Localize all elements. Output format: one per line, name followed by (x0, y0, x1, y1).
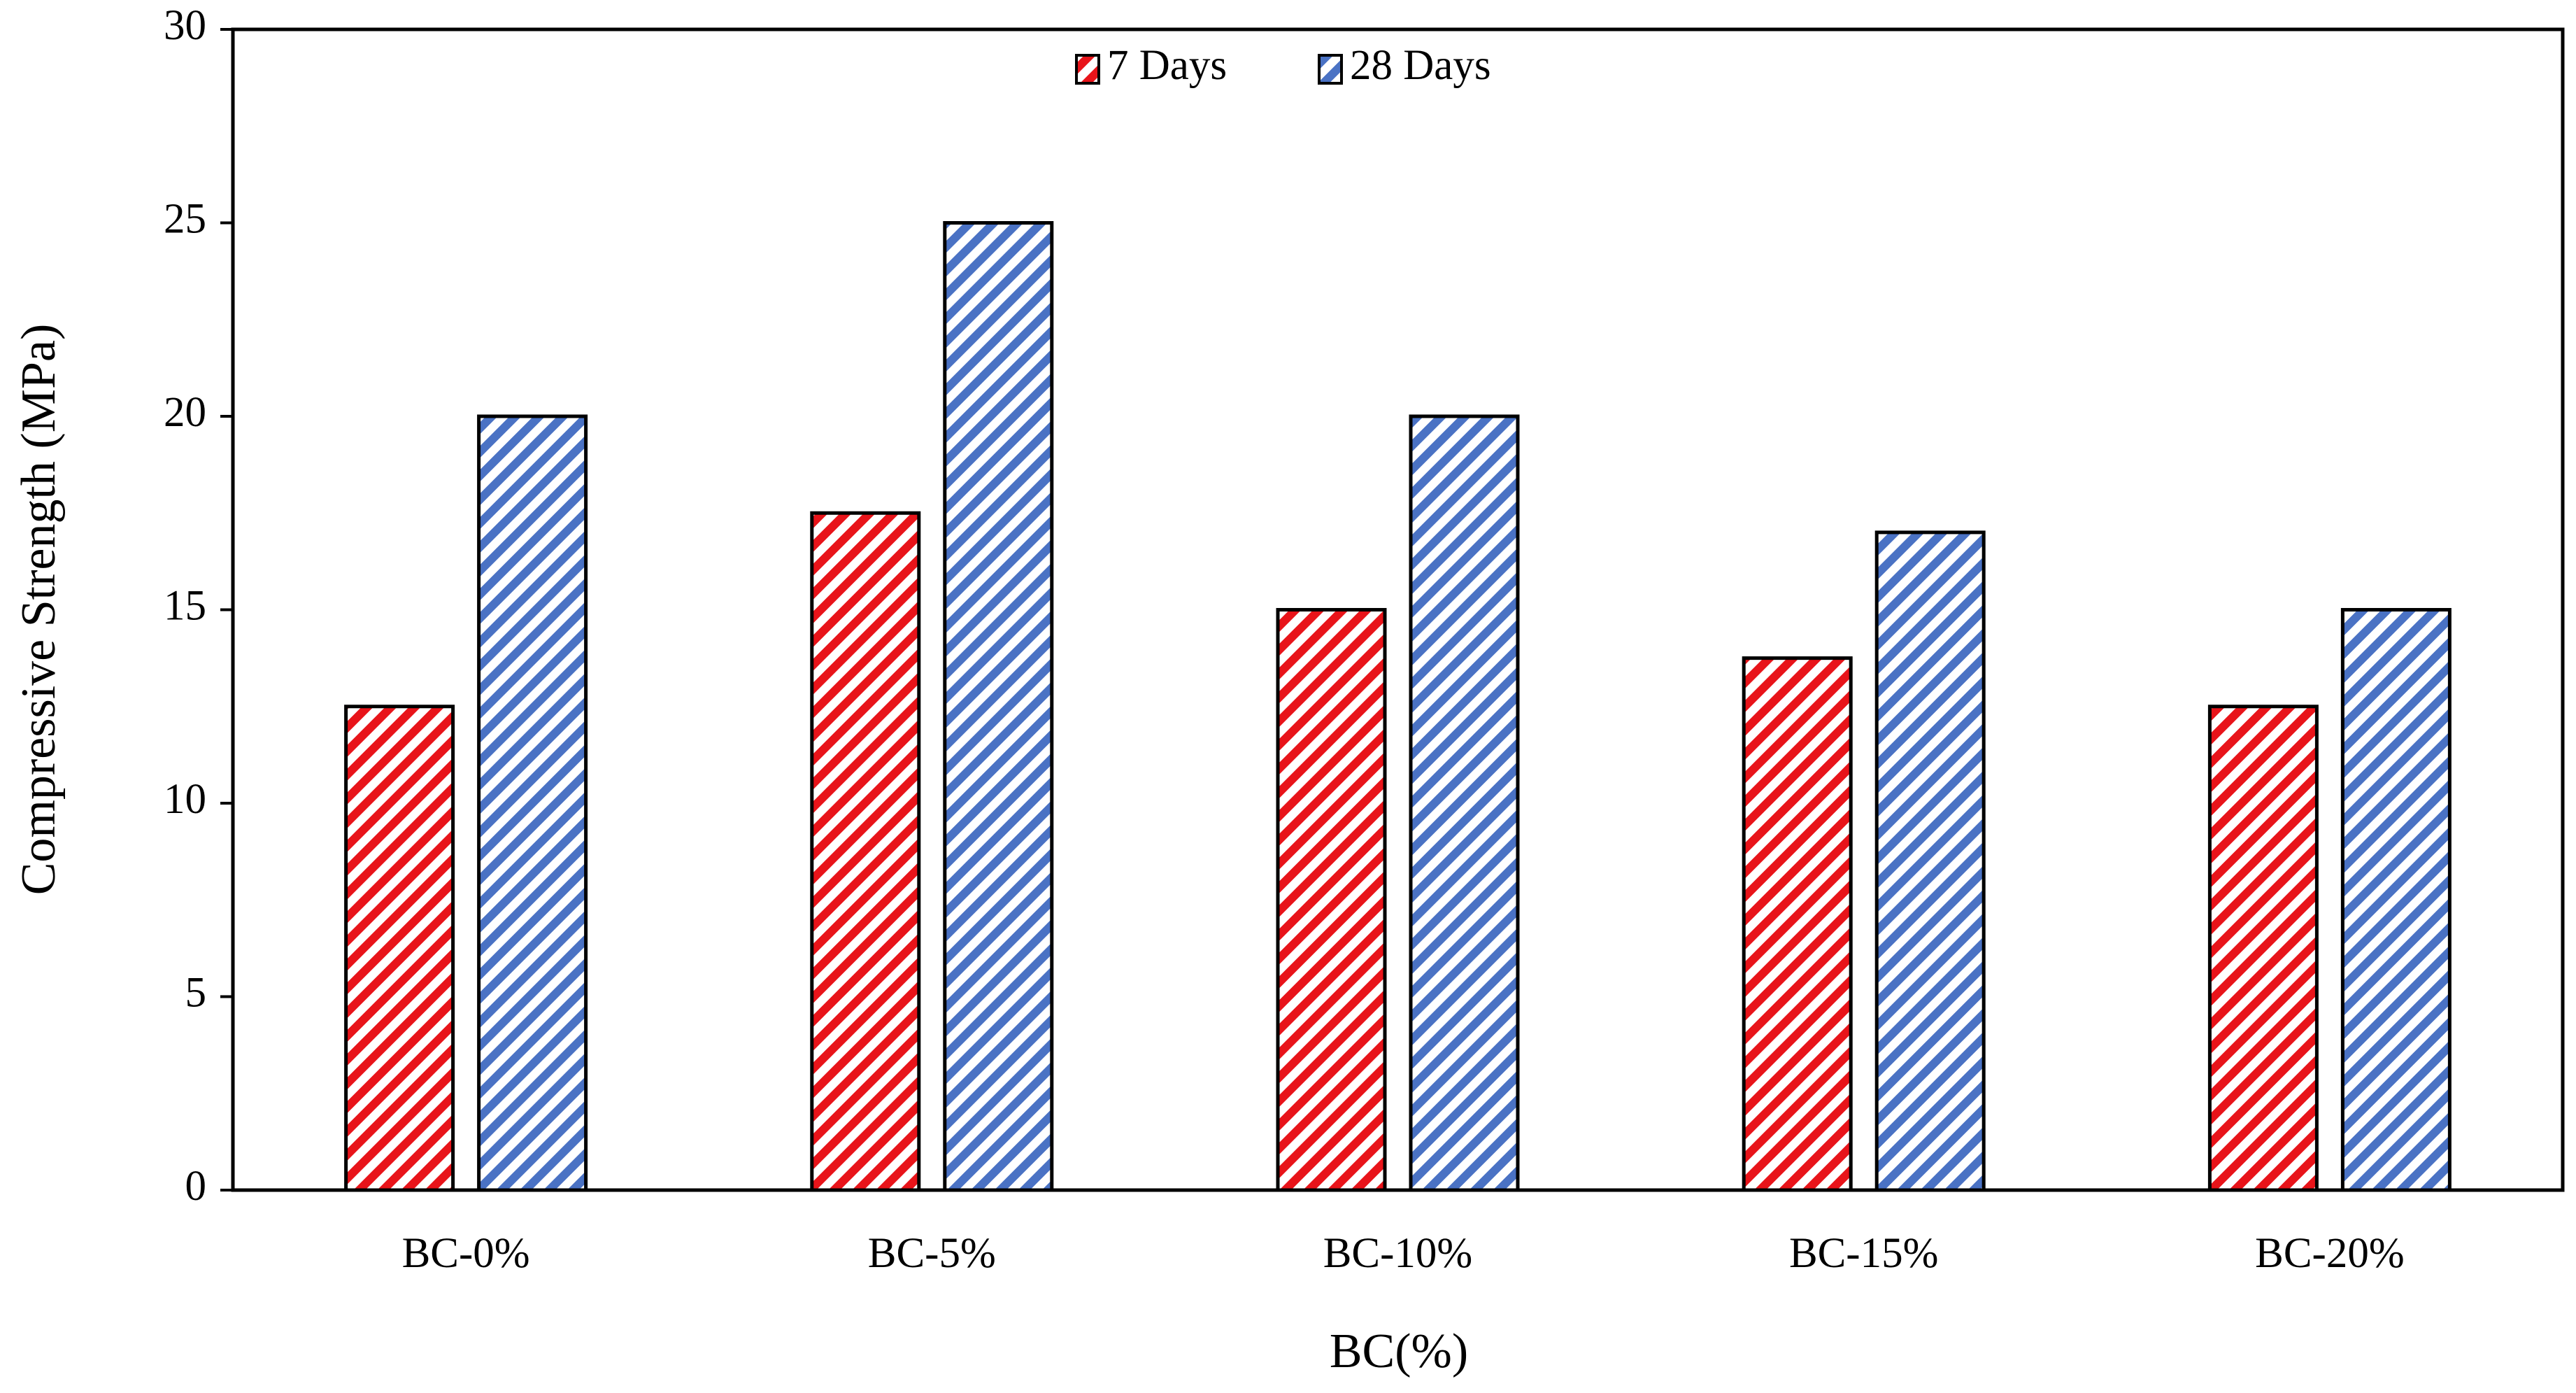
bar (1874, 530, 1986, 1192)
x-axis-title: BC(%) (1330, 1324, 1468, 1378)
y-tick-label: 30 (164, 2, 206, 49)
bar (2340, 608, 2452, 1192)
y-tick-label: 20 (164, 389, 206, 436)
x-tick-label: BC-20% (2255, 1230, 2405, 1277)
legend-label: 28 Days (1350, 42, 1491, 89)
bar (1276, 608, 1387, 1192)
bar (477, 414, 588, 1192)
bar (1409, 414, 1520, 1192)
x-tick-label: BC-15% (1789, 1230, 1939, 1277)
x-tick-label: BC-5% (868, 1230, 996, 1277)
bar (943, 221, 1054, 1192)
legend-swatch (1318, 54, 1343, 85)
legend-label: 7 Days (1107, 42, 1227, 89)
y-tick-label: 0 (185, 1163, 207, 1210)
y-tick-label: 10 (164, 776, 206, 823)
y-tick-label: 15 (164, 583, 206, 630)
legend-swatch (1075, 54, 1100, 85)
bar (810, 511, 921, 1192)
y-tick-label: 5 (185, 970, 207, 1017)
y-axis-title: Compressive Strength (MPa) (12, 324, 66, 896)
bar (1742, 656, 1853, 1192)
y-tick-label: 25 (164, 196, 206, 243)
plot-frame (231, 27, 2565, 1192)
x-tick-label: BC-10% (1323, 1230, 1473, 1277)
bar (344, 705, 455, 1192)
x-tick-label: BC-0% (402, 1230, 530, 1277)
bar (2207, 705, 2319, 1192)
